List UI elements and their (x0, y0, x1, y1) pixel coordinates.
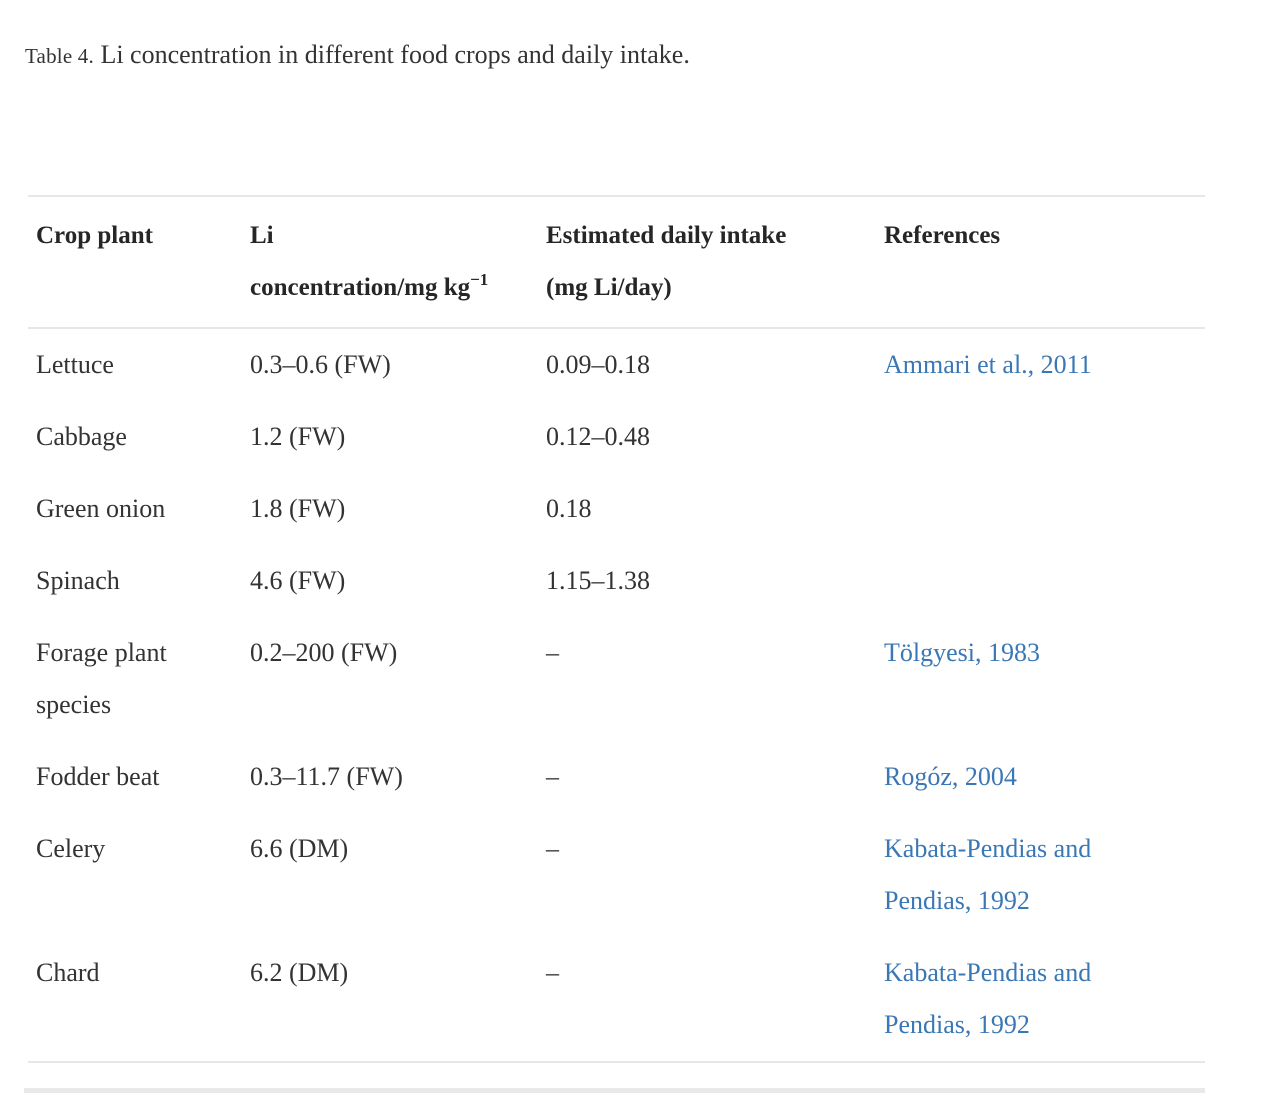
header-line: Crop plant (36, 222, 153, 249)
reference-link[interactable]: Ammari et al., 2011 (884, 350, 1092, 379)
daily-intake-cell: 0.18 (546, 494, 592, 523)
table-row: Celery 6.6 (DM) – Kabata-Pendias and Pendia… (28, 813, 1205, 937)
reference-link[interactable]: Rogóz, 2004 (884, 762, 1017, 791)
crop-plant-cell: Green onion (36, 494, 166, 523)
crop-plant-cell: Chard (36, 958, 100, 987)
references-cell: Rogóz, 2004 (884, 741, 1205, 813)
crop-plant-cell: Celery (36, 834, 106, 863)
crop-plant-cell: Fodder beat (36, 762, 160, 791)
data-table: Crop plant Li concentration/mg kg−1 Esti… (28, 195, 1205, 1063)
header-line: Li (250, 222, 274, 249)
table-row: Green onion 1.8 (FW) 0.18 (28, 473, 1205, 545)
crop-plant-cell: Spinach (36, 566, 120, 595)
table-row: Chard 6.2 (DM) – Kabata-Pendias and Pendias… (28, 937, 1205, 1062)
li-concentration-cell: 0.2–200 (FW) (250, 638, 398, 667)
li-concentration-cell: 4.6 (FW) (250, 566, 346, 595)
references-cell: Tölgyesi, 1983 (884, 617, 1205, 741)
header-line: concentration/mg kg−1 (250, 270, 489, 301)
col-header-estimated-daily-intake: Estimated daily intake (mg Li/day) (546, 196, 884, 328)
daily-intake-cell: 1.15–1.38 (546, 566, 650, 595)
section-divider (24, 1088, 1205, 1093)
li-concentration-cell: 6.2 (DM) (250, 958, 349, 987)
daily-intake-cell: 0.12–0.48 (546, 422, 650, 451)
header-line: Estimated daily intake (546, 222, 787, 249)
li-concentration-cell: 1.2 (FW) (250, 422, 346, 451)
table-row: Forage plant species 0.2–200 (FW) – Tölgyes… (28, 617, 1205, 741)
daily-intake-cell: – (546, 834, 559, 863)
li-concentration-cell: 6.6 (DM) (250, 834, 349, 863)
references-cell (884, 545, 1205, 617)
daily-intake-cell: – (546, 958, 559, 987)
references-cell: Ammari et al., 2011 (884, 328, 1205, 401)
table-caption-label: Table 4. (25, 44, 94, 68)
col-header-references: References (884, 196, 1205, 328)
header-row: Crop plant Li concentration/mg kg−1 Esti… (28, 196, 1205, 328)
header-line: (mg Li/day) (546, 274, 672, 301)
li-concentration-cell: 1.8 (FW) (250, 494, 346, 523)
crop-plant-cell: Cabbage (36, 422, 127, 451)
daily-intake-cell: 0.09–0.18 (546, 350, 650, 379)
table-row: Fodder beat 0.3–11.7 (FW) – Rogóz, 2004 (28, 741, 1205, 813)
header-line: References (884, 222, 1001, 249)
references-cell (884, 401, 1205, 473)
references-cell: Kabata-Pendias and Pendias, 1992 (884, 937, 1205, 1062)
col-header-li-concentration: Li concentration/mg kg−1 (250, 196, 546, 328)
col-header-crop-plant: Crop plant (28, 196, 250, 328)
table-caption-text: Li concentration in different food crops… (100, 40, 690, 69)
reference-link[interactable]: Kabata-Pendias and Pendias, 1992 (884, 958, 1092, 1039)
li-concentration-cell: 0.3–11.7 (FW) (250, 762, 403, 791)
references-cell (884, 473, 1205, 545)
table-row: Cabbage 1.2 (FW) 0.12–0.48 (28, 401, 1205, 473)
crop-plant-cell: Lettuce (36, 350, 114, 379)
daily-intake-cell: – (546, 638, 559, 667)
daily-intake-cell: – (546, 762, 559, 791)
references-cell: Kabata-Pendias and Pendias, 1992 (884, 813, 1205, 937)
data-table-container: Crop plant Li concentration/mg kg−1 Esti… (28, 195, 1205, 1063)
li-concentration-cell: 0.3–0.6 (FW) (250, 350, 391, 379)
table-row: Lettuce 0.3–0.6 (FW) 0.09–0.18 Ammari et al… (28, 328, 1205, 401)
table-caption: Table 4. Li concentration in different f… (25, 36, 1205, 75)
superscript-exponent: −1 (470, 270, 489, 289)
reference-link[interactable]: Kabata-Pendias and Pendias, 1992 (884, 834, 1092, 915)
table-row: Spinach 4.6 (FW) 1.15–1.38 (28, 545, 1205, 617)
crop-plant-cell: Forage plant species (36, 638, 167, 719)
reference-link[interactable]: Tölgyesi, 1983 (884, 638, 1040, 667)
